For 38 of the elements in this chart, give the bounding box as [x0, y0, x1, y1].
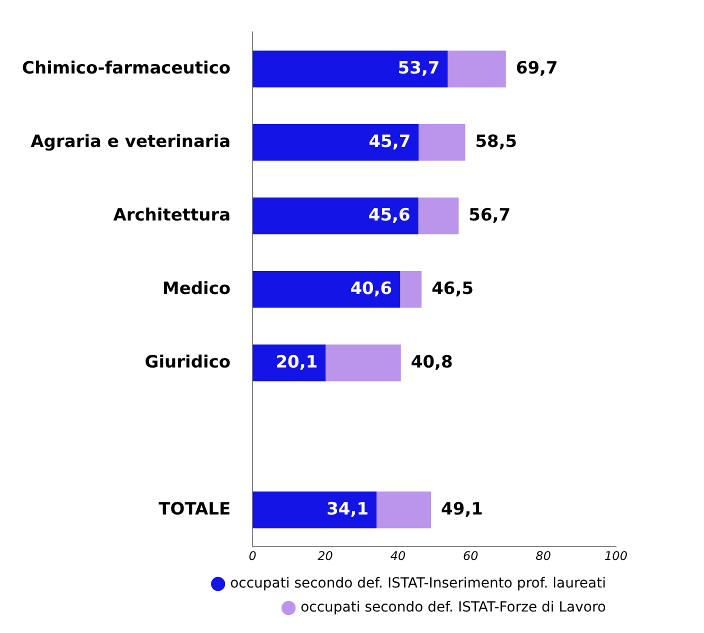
bar [252, 124, 419, 161]
bar [252, 271, 400, 308]
total-label: 58,5 [475, 132, 518, 152]
x-tick-label: 0 [248, 548, 257, 563]
bar [252, 50, 448, 88]
y-tick-label: Medico [162, 278, 231, 299]
bar [400, 271, 422, 308]
bar [252, 491, 377, 528]
data-label: 40,6 [350, 278, 392, 299]
data-label: 34,1 [326, 499, 369, 520]
x-tick-label: 40 [390, 548, 406, 563]
x-tick-label: 80 [536, 548, 552, 563]
data-label: 20,1 [276, 352, 318, 372]
y-tick-label: Agraria e veterinaria [30, 132, 231, 152]
bar [252, 344, 326, 382]
bar [448, 50, 506, 88]
bar [418, 198, 459, 234]
y-tick-label: Chimico-farmaceutico [22, 58, 231, 78]
total-label: 49,1 [441, 499, 483, 520]
total-label: 56,7 [468, 205, 511, 226]
data-label: 45,6 [368, 205, 410, 226]
bar [252, 198, 418, 234]
y-tick-label: TOTALE [158, 499, 231, 520]
bar [418, 124, 466, 161]
bar [376, 491, 432, 528]
x-tick-label: 100 [604, 548, 628, 563]
x-tick-label: 60 [463, 548, 479, 563]
total-label: 40,8 [410, 352, 453, 372]
x-tick-label: 20 [318, 548, 334, 563]
legend-label: occupati secondo def. ISTAT-Forze di Lavoro [300, 600, 606, 616]
legend-label: occupati secondo def. ISTAT-Inserimento prof. laureati [230, 576, 606, 592]
data-label: 45,7 [368, 132, 411, 152]
y-tick-label: Architettura [113, 205, 231, 226]
data-label: 53,7 [398, 58, 440, 78]
total-label: 46,5 [432, 278, 474, 299]
total-label: 69,7 [516, 58, 558, 78]
y-tick-label: Giuridico [144, 352, 231, 372]
bar [326, 344, 401, 382]
